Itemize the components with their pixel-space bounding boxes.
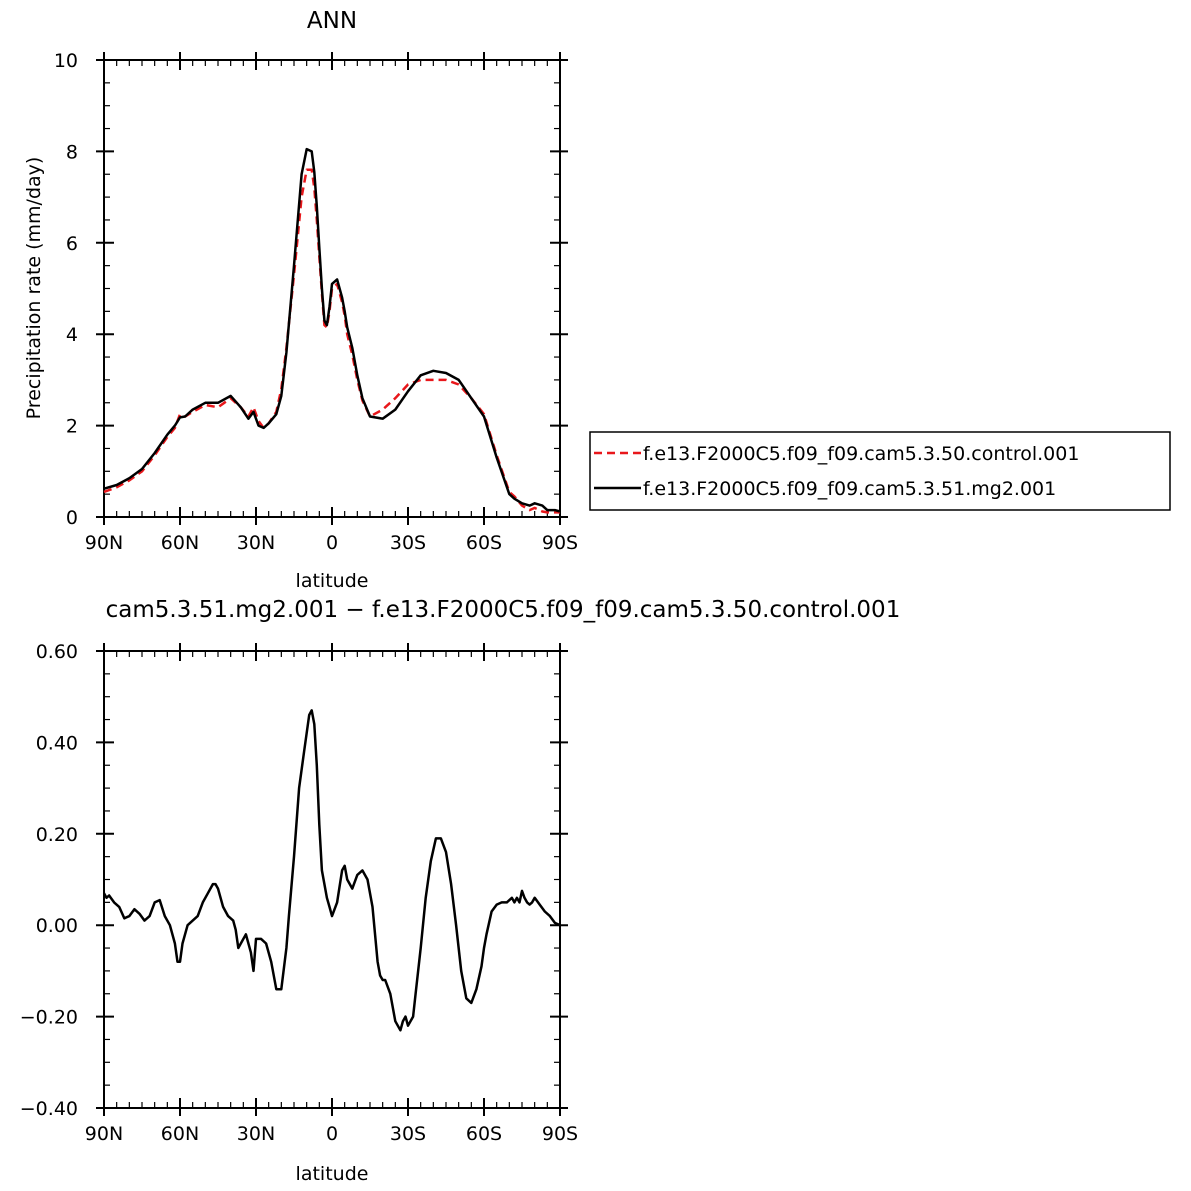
y-tick-label: −0.40 — [20, 1098, 78, 1120]
x-tick-label: 60N — [161, 1123, 199, 1145]
x-tick-label: 30S — [390, 1123, 426, 1145]
x-tick-labels: 90N 60N 30N 0 30S 60S 90S — [85, 1123, 578, 1145]
series-layer — [103, 147, 561, 514]
y-tick-label: 0.00 — [36, 915, 78, 937]
y-tick-label: 8 — [66, 141, 78, 163]
precipitation-panel: ANN Precipitation rate (mm/day) latitude… — [23, 8, 578, 592]
difference-panel: cam5.3.51.mg2.001 − f.e13.F2000C5.f09_f0… — [20, 597, 901, 1185]
x-tick-label: 0 — [326, 532, 338, 554]
y-tick-labels: 0 2 4 6 8 10 — [54, 50, 78, 529]
plot-frame — [103, 650, 561, 1109]
tick-marks — [96, 52, 568, 525]
y-tick-label: 10 — [54, 50, 78, 72]
y-tick-label: −0.20 — [20, 1007, 78, 1029]
x-axis-title: latitude — [296, 570, 369, 592]
legend-label-control: f.e13.F2000C5.f09_f09.cam5.3.50.control.… — [643, 443, 1079, 465]
series-layer — [102, 709, 561, 1032]
x-tick-label: 30N — [237, 1123, 275, 1145]
x-tick-label: 90S — [542, 532, 578, 554]
y-tick-label: 0 — [66, 507, 78, 529]
x-tick-label: 60N — [161, 532, 199, 554]
x-tick-label: 30S — [390, 532, 426, 554]
x-tick-label: 60S — [466, 1123, 502, 1145]
series-line-1 — [103, 168, 560, 514]
x-tick-label: 90N — [85, 1123, 123, 1145]
y-tick-label: 4 — [66, 324, 78, 346]
y-tick-label: 2 — [66, 416, 78, 438]
x-tick-label: 0 — [326, 1123, 338, 1145]
x-axis-title: latitude — [296, 1163, 369, 1185]
legend-box — [589, 431, 1171, 511]
x-tick-label: 30N — [237, 532, 275, 554]
tick-marks — [96, 643, 568, 1116]
x-tick-label: 90N — [85, 532, 123, 554]
legend-label-mg2: f.e13.F2000C5.f09_f09.cam5.3.51.mg2.001 — [643, 478, 1056, 500]
x-tick-labels: 90N 60N 30N 0 30S 60S 90S — [85, 532, 578, 554]
y-tick-labels: −0.40 −0.20 0.00 0.20 0.40 0.60 — [20, 641, 78, 1120]
y-tick-label: 0.60 — [36, 641, 78, 663]
y-tick-label: 0.40 — [36, 732, 78, 754]
difference-title: cam5.3.51.mg2.001 − f.e13.F2000C5.f09_f0… — [106, 597, 901, 623]
x-tick-label: 60S — [466, 532, 502, 554]
series-line-1 — [102, 709, 561, 1032]
x-tick-label: 90S — [542, 1123, 578, 1145]
y-axis-title: Precipitation rate (mm/day) — [23, 157, 45, 420]
series-line-2 — [103, 147, 561, 513]
y-tick-label: 0.20 — [36, 824, 78, 846]
legend: f.e13.F2000C5.f09_f09.cam5.3.50.control.… — [589, 431, 1171, 511]
panel-title: ANN — [307, 8, 357, 34]
y-tick-label: 6 — [66, 233, 78, 255]
